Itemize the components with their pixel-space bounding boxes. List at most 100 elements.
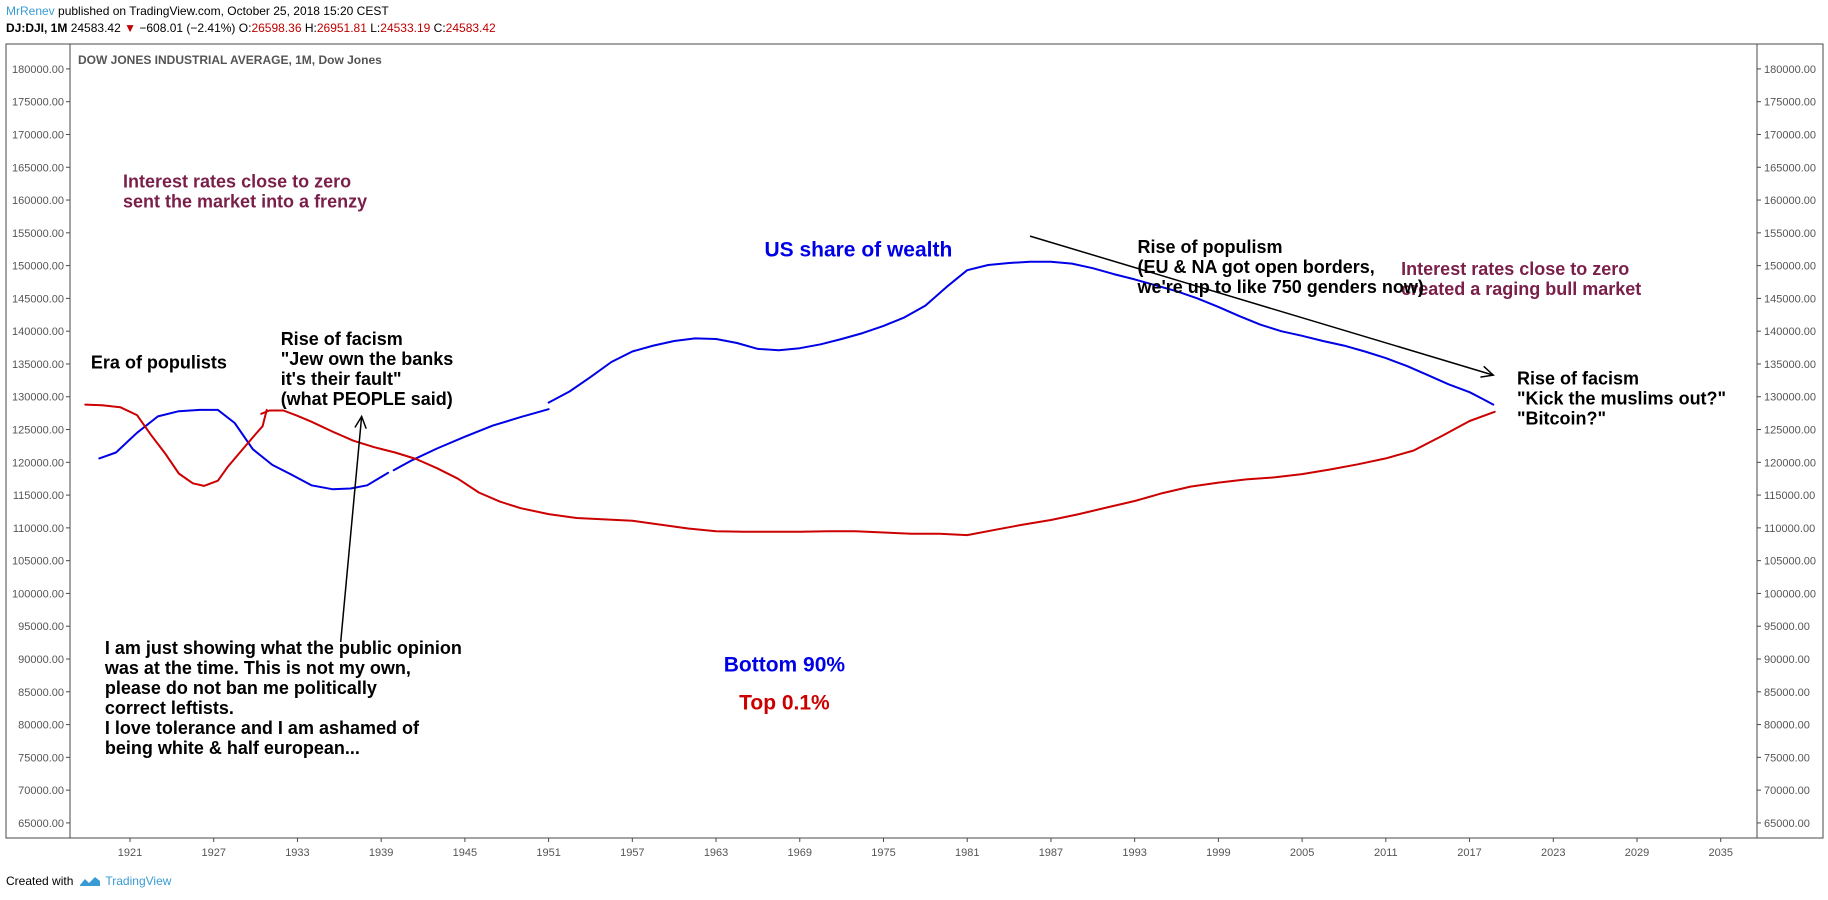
x-tick-label: 1945	[453, 847, 477, 859]
low-value: 24533.19	[380, 21, 431, 35]
y-tick-label: 165000.00	[1764, 162, 1816, 174]
y-tick-label: 165000.00	[12, 162, 64, 174]
y-tick-label: 145000.00	[12, 293, 64, 305]
annotation-text-block: Rise of populism(EU & NA got open border…	[1136, 237, 1423, 297]
y-tick-label: 180000.00	[1764, 64, 1816, 76]
annotation-line: I am just showing what the public opinio…	[105, 638, 462, 658]
x-tick-label: 1951	[536, 847, 560, 859]
publish-line: MrRenev published on TradingView.com, Oc…	[6, 3, 496, 20]
y-tick-label: 110000.00	[13, 523, 64, 535]
x-tick-label: 2023	[1541, 847, 1565, 859]
x-axis[interactable]: 1921 1927 1933 1939 1945 1951 1957 1963 1969 1975…	[118, 838, 1733, 859]
y-tick-label: 105000.00	[12, 556, 64, 568]
y-tick-label: 150000.00	[12, 261, 64, 273]
annotation-text-block: Top 0.1%	[739, 691, 830, 714]
top-0-1-line[interactable]	[84, 403, 268, 487]
y-tick-label: 65000.00	[18, 818, 64, 830]
annotation-line: "Jew own the banks	[281, 349, 454, 369]
y-tick-label: 130000.00	[12, 392, 64, 404]
y-tick-label: 125000.00	[12, 425, 64, 437]
y-tick-label: 180000.00	[12, 64, 64, 76]
annotation-line: Era of populists	[91, 353, 227, 373]
high-label: H:	[304, 21, 317, 35]
annotation-text-block: I am just showing what the public opinio…	[104, 638, 462, 758]
y-tick-label: 75000.00	[1764, 752, 1810, 764]
open-label: O:	[238, 21, 252, 35]
tradingview-link[interactable]: TradingView	[79, 874, 171, 888]
y-tick-label: 80000.00	[18, 720, 64, 732]
bottom-90-line[interactable]	[98, 408, 390, 491]
y-tick-label: 155000.00	[12, 228, 64, 240]
annotation-line: Bottom 90%	[724, 653, 846, 676]
x-tick-label: 1939	[369, 847, 393, 859]
y-tick-label: 85000.00	[1764, 687, 1810, 699]
x-tick-label: 2011	[1374, 847, 1398, 859]
y-axis-left[interactable]: 180000.00 175000.00 170000.00 165000.00 1600…	[12, 44, 71, 838]
y-tick-label: 115000.00	[1764, 490, 1815, 502]
x-tick-label: 1969	[788, 847, 812, 859]
price-change: −608.01 (−2.41%)	[139, 21, 236, 35]
annotation-line: Rise of facism	[1517, 368, 1639, 388]
annotation-line: was at the time. This is not my own,	[104, 658, 411, 678]
x-tick-label: 2005	[1290, 847, 1314, 859]
chart-title: DOW JONES INDUSTRIAL AVERAGE, 1M, Dow Jo…	[78, 53, 382, 67]
y-tick-label: 75000.00	[18, 752, 64, 764]
x-tick-label: 1999	[1206, 847, 1230, 859]
y-tick-label: 105000.00	[1764, 556, 1816, 568]
annotation-text-block: Rise of facism"Kick the muslims out?""Bi…	[1517, 368, 1726, 428]
arrow-layer	[339, 235, 1495, 643]
y-tick-label: 120000.00	[12, 457, 64, 469]
annotation-line: correct leftists.	[105, 698, 234, 718]
x-tick-label: 1963	[704, 847, 728, 859]
arrow-head-icon	[354, 414, 367, 429]
y-tick-label: 145000.00	[1764, 293, 1816, 305]
x-tick-label: 1921	[118, 847, 142, 859]
annotation-line: (EU & NA got open borders,	[1137, 257, 1374, 277]
x-tick-label: 2035	[1708, 847, 1732, 859]
series-layer	[84, 260, 1496, 537]
annotation-line: Interest rates close to zero	[1401, 259, 1629, 279]
y-tick-label: 175000.00	[1764, 97, 1816, 109]
close-value: 24583.42	[445, 21, 496, 35]
x-tick-label: 1987	[1039, 847, 1063, 859]
annotation-text-block: Era of populists	[91, 353, 227, 373]
y-axis-right[interactable]: 180000.00 175000.00 170000.00 165000.00 1600…	[1756, 44, 1816, 838]
y-tick-label: 115000.00	[13, 490, 64, 502]
annotation-line: Rise of populism	[1137, 237, 1282, 257]
y-tick-label: 100000.00	[12, 588, 64, 600]
chart-header: MrRenev published on TradingView.com, Oc…	[6, 3, 496, 37]
y-tick-label: 135000.00	[12, 359, 64, 371]
annotation-text-block: US share of wealth	[764, 238, 952, 261]
publish-info: published on TradingView.com, October 25…	[54, 4, 389, 18]
ohlc-line: DJ:DJI, 1M 24583.42 ▼ −608.01 (−2.41%) O…	[6, 20, 496, 37]
y-tick-label: 130000.00	[1764, 392, 1816, 404]
x-tick-label: 2017	[1457, 847, 1481, 859]
symbol-label[interactable]: DJ:DJI, 1M	[6, 21, 68, 35]
x-tick-label: 1927	[201, 847, 225, 859]
annotation-line: we're up to like 750 genders now)	[1136, 277, 1423, 297]
y-tick-label: 150000.00	[1764, 261, 1816, 273]
y-tick-label: 95000.00	[1764, 621, 1810, 633]
y-tick-label: 155000.00	[1764, 228, 1816, 240]
bottom-90-line[interactable]	[392, 408, 550, 472]
annotation-text-block: Bottom 90%	[724, 653, 846, 676]
annotation-line: being white & half european...	[105, 738, 360, 758]
annotation-line: "Kick the muslims out?"	[1517, 388, 1726, 408]
top-0-1-line[interactable]	[260, 409, 1496, 537]
y-tick-label: 120000.00	[1764, 457, 1816, 469]
author-link[interactable]: MrRenev	[6, 4, 55, 18]
tradingview-logo-icon	[80, 877, 101, 886]
y-tick-label: 80000.00	[1764, 720, 1810, 732]
y-tick-label: 100000.00	[1764, 588, 1816, 600]
high-value: 26951.81	[316, 21, 367, 35]
y-tick-label: 65000.00	[1764, 818, 1810, 830]
annotation-line: please do not ban me politically	[105, 678, 377, 698]
close-label: C:	[433, 21, 446, 35]
x-tick-label: 1981	[955, 847, 979, 859]
bottom-90-line[interactable]	[547, 260, 1495, 406]
chart-frame	[5, 43, 1824, 839]
